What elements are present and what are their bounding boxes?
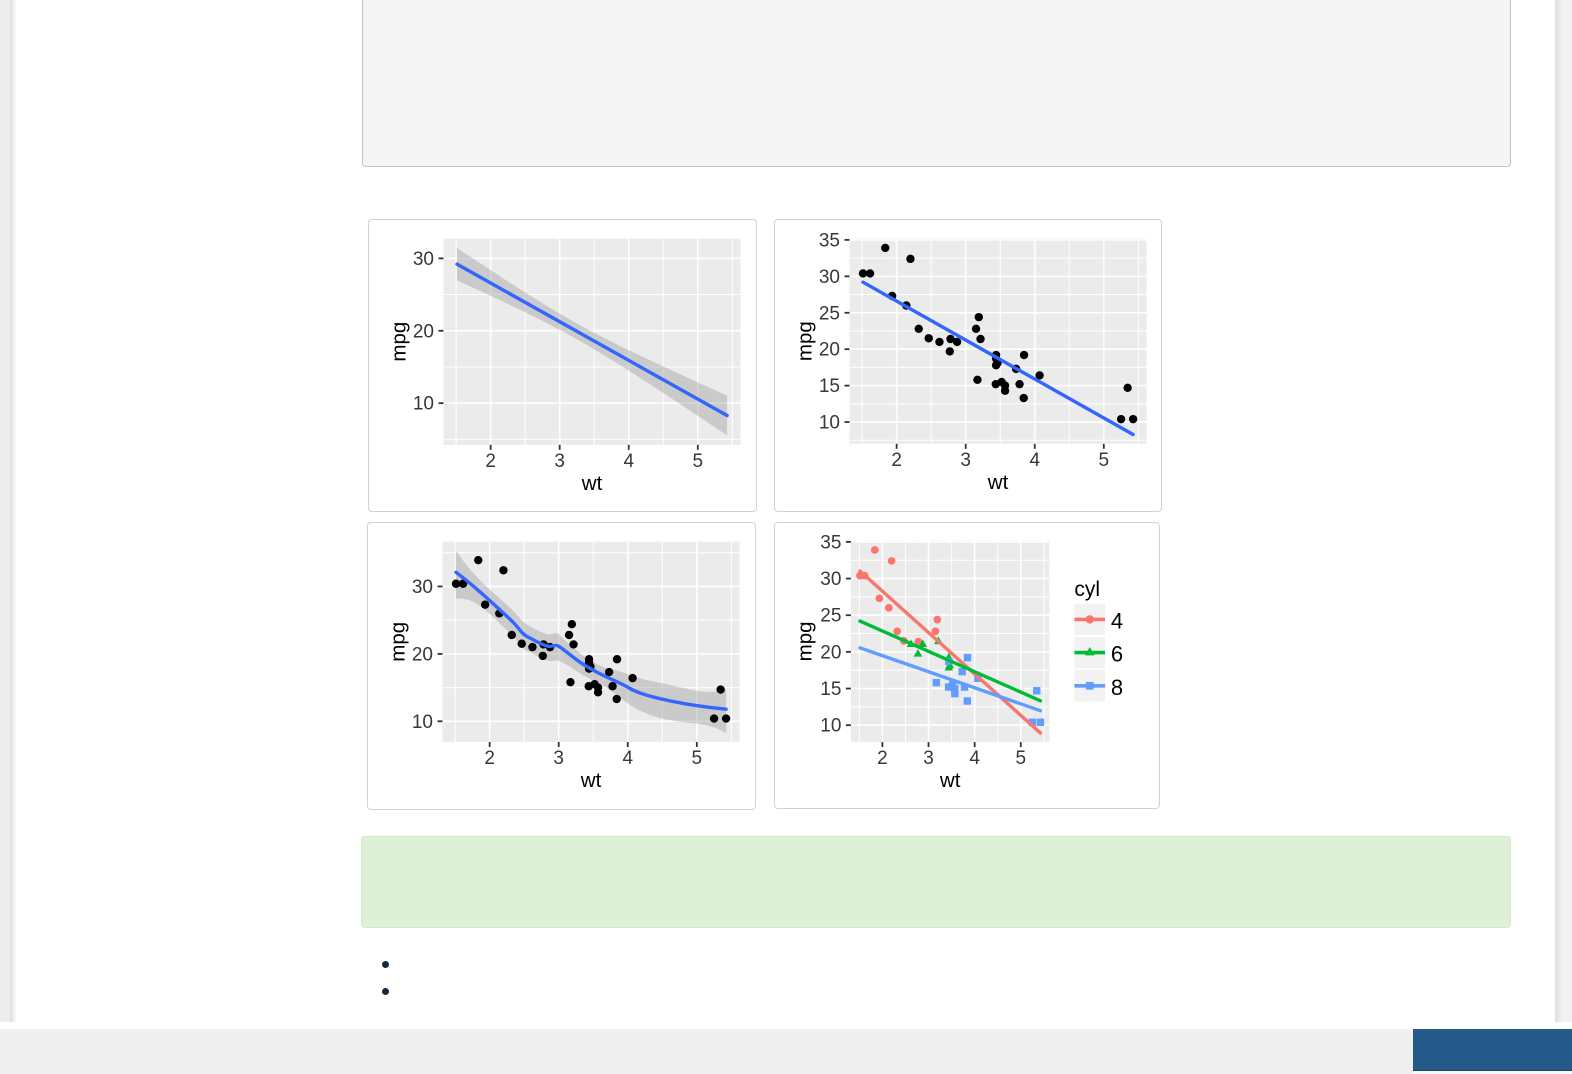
svg-text:30: 30 [412,577,433,598]
svg-text:wt: wt [987,470,1009,493]
svg-text:2: 2 [485,450,496,471]
svg-text:wt: wt [580,769,602,792]
svg-text:5: 5 [1015,748,1026,769]
svg-text:4: 4 [622,748,633,769]
svg-text:20: 20 [819,339,840,360]
svg-text:10: 10 [819,412,840,433]
svg-text:10: 10 [412,712,433,733]
svg-text:mpg: mpg [793,321,816,361]
svg-text:3: 3 [553,748,564,769]
svg-text:wt: wt [939,769,961,792]
svg-text:25: 25 [820,606,841,627]
svg-text:35: 35 [819,230,840,251]
svg-text:30: 30 [413,249,434,270]
svg-text:20: 20 [413,321,434,342]
svg-text:30: 30 [820,569,841,590]
svg-text:6: 6 [1111,642,1123,667]
svg-text:30: 30 [819,267,840,288]
svg-text:cyl: cyl [1074,578,1100,601]
svg-text:3: 3 [960,449,971,470]
svg-text:5: 5 [692,748,703,769]
svg-text:5: 5 [693,450,704,471]
svg-text:4: 4 [623,450,634,471]
svg-text:4: 4 [1111,609,1123,634]
svg-text:4: 4 [1029,449,1040,470]
svg-text:15: 15 [820,679,841,700]
svg-text:2: 2 [891,449,902,470]
svg-text:mpg: mpg [387,622,410,662]
svg-text:3: 3 [554,450,565,471]
svg-text:10: 10 [413,393,434,414]
svg-text:2: 2 [877,748,888,769]
svg-text:2: 2 [484,748,495,769]
svg-text:3: 3 [923,748,934,769]
svg-text:10: 10 [820,716,841,737]
svg-text:mpg: mpg [388,321,411,361]
svg-text:15: 15 [819,376,840,397]
svg-text:8: 8 [1111,675,1123,700]
svg-text:4: 4 [969,748,980,769]
svg-text:wt: wt [581,471,603,494]
svg-text:25: 25 [819,303,840,324]
svg-text:20: 20 [820,643,841,664]
svg-text:35: 35 [820,533,841,554]
svg-text:5: 5 [1098,449,1109,470]
svg-text:mpg: mpg [793,622,816,662]
svg-text:20: 20 [412,645,433,666]
